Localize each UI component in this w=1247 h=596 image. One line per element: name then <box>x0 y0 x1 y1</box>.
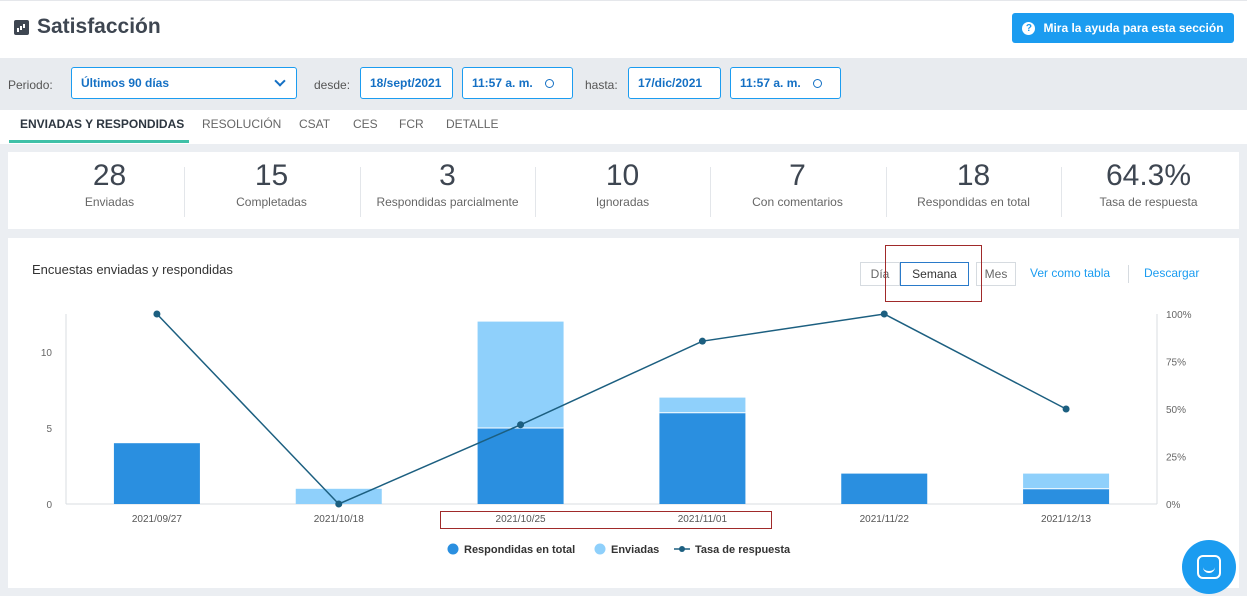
granularity-day-label: Día <box>870 267 890 281</box>
period-select[interactable]: Últimos 90 días <box>71 67 297 99</box>
stat-divider <box>710 167 711 217</box>
period-label: Periodo: <box>8 78 53 92</box>
help-button-label: Mira la ayuda para esta sección <box>1043 21 1224 35</box>
chevron-down-icon <box>274 75 286 87</box>
stat-value: 15 <box>254 159 289 192</box>
to-date-value: 17/dic/2021 <box>638 76 703 90</box>
stat-completadas: 15 Completadas <box>184 159 359 210</box>
from-time-input[interactable]: 11:57 a. m. <box>462 67 573 99</box>
stat-enviadas: 28 Enviadas <box>22 159 197 210</box>
tab-detalle[interactable]: DETALLE <box>446 117 499 131</box>
stat-respondidas: 18 Respondidas en total <box>886 159 1061 210</box>
stat-tasa: 64.3% Tasa de respuesta <box>1061 159 1236 210</box>
clock-icon <box>812 78 822 88</box>
stat-value: 10 <box>605 159 640 192</box>
from-date-input[interactable]: 18/sept/2021 <box>360 67 453 99</box>
highlight-box <box>440 511 772 529</box>
granularity-month-label: Mes <box>984 267 1008 281</box>
stat-divider <box>360 167 361 217</box>
stat-label: Respondidas en total <box>917 195 1030 209</box>
stat-divider <box>1061 167 1062 217</box>
stat-label: Ignoradas <box>595 195 650 209</box>
period-value: Últimos 90 días <box>81 76 170 90</box>
download-link[interactable]: Descargar <box>1144 266 1200 280</box>
granularity-week-label: Semana <box>912 267 957 281</box>
stat-comentarios: 7 Con comentarios <box>710 159 885 210</box>
stats-panel <box>8 152 1239 229</box>
chart-card <box>8 238 1239 588</box>
link-divider <box>1128 265 1129 283</box>
chat-icon <box>1197 555 1221 579</box>
stat-label: Con comentarios <box>752 195 843 209</box>
stat-label: Respondidas parcialmente <box>376 195 519 209</box>
stat-parciales: 3 Respondidas parcialmente <box>360 159 535 210</box>
tab-resolucion[interactable]: RESOLUCIÓN <box>202 117 282 131</box>
chat-button[interactable] <box>1182 540 1236 594</box>
active-tab-indicator <box>9 140 189 143</box>
stat-divider <box>886 167 887 217</box>
to-label: hasta: <box>585 78 618 92</box>
question-icon: ? <box>1022 21 1036 35</box>
granularity-month-button[interactable]: Mes <box>976 262 1016 286</box>
granularity-day-button[interactable]: Día <box>860 262 900 286</box>
help-button[interactable]: ? Mira la ayuda para esta sección <box>1012 13 1234 43</box>
bar-chart-icon <box>14 19 29 35</box>
chart-title: Encuestas enviadas y respondidas <box>32 262 233 277</box>
stat-value: 64.3% <box>1105 159 1192 192</box>
page-title: Satisfacción <box>37 15 161 38</box>
tab-bar <box>0 110 1247 144</box>
page-header: Satisfacción <box>14 15 161 39</box>
stat-value: 28 <box>92 159 127 192</box>
to-date-input[interactable]: 17/dic/2021 <box>628 67 721 99</box>
view-as-table-link[interactable]: Ver como tabla <box>1030 266 1111 280</box>
stat-label: Enviadas <box>84 195 135 209</box>
tab-enviadas-respondidas[interactable]: ENVIADAS Y RESPONDIDAS <box>20 117 185 131</box>
stat-divider <box>535 167 536 217</box>
to-time-value: 11:57 a. m. <box>740 76 801 90</box>
stat-value: 18 <box>956 159 991 192</box>
from-label: desde: <box>314 78 351 92</box>
highlight-box <box>885 245 982 302</box>
stat-value: 3 <box>439 159 456 192</box>
tab-ces[interactable]: CES <box>353 117 378 131</box>
granularity-week-button[interactable]: Semana <box>900 262 969 286</box>
stat-label: Tasa de respuesta <box>1099 195 1198 209</box>
tab-csat[interactable]: CSAT <box>299 117 331 131</box>
from-time-value: 11:57 a. m. <box>472 76 533 90</box>
stat-ignoradas: 10 Ignoradas <box>535 159 710 210</box>
to-time-input[interactable]: 11:57 a. m. <box>730 67 841 99</box>
tab-fcr[interactable]: FCR <box>399 117 424 131</box>
stat-divider <box>184 167 185 217</box>
stat-value: 7 <box>789 159 806 192</box>
from-date-value: 18/sept/2021 <box>370 76 442 90</box>
stat-label: Completadas <box>236 195 307 209</box>
clock-icon <box>544 78 554 88</box>
